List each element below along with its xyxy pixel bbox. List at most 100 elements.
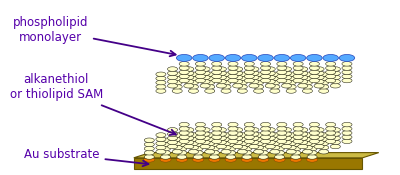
Circle shape xyxy=(200,67,210,71)
Circle shape xyxy=(270,89,280,93)
Circle shape xyxy=(249,136,259,140)
Circle shape xyxy=(172,89,182,93)
Circle shape xyxy=(160,150,171,155)
Circle shape xyxy=(168,79,178,84)
Circle shape xyxy=(233,132,243,136)
Circle shape xyxy=(314,128,324,132)
Circle shape xyxy=(193,54,208,61)
Circle shape xyxy=(342,131,352,135)
Circle shape xyxy=(314,140,324,145)
Circle shape xyxy=(282,144,292,149)
Circle shape xyxy=(258,157,269,162)
Circle shape xyxy=(196,139,206,143)
Circle shape xyxy=(156,137,166,141)
Circle shape xyxy=(200,132,210,136)
Circle shape xyxy=(265,132,275,136)
Circle shape xyxy=(260,135,271,139)
Circle shape xyxy=(254,76,264,81)
Circle shape xyxy=(200,140,210,145)
Circle shape xyxy=(212,122,222,127)
Circle shape xyxy=(319,85,329,89)
Circle shape xyxy=(265,128,275,132)
Circle shape xyxy=(160,146,171,151)
Circle shape xyxy=(172,85,182,89)
Circle shape xyxy=(226,142,236,147)
Circle shape xyxy=(193,155,203,159)
Circle shape xyxy=(302,80,312,85)
Circle shape xyxy=(237,89,247,93)
Circle shape xyxy=(274,157,285,162)
Circle shape xyxy=(172,149,182,154)
Circle shape xyxy=(244,66,254,70)
Circle shape xyxy=(277,127,287,131)
Circle shape xyxy=(184,83,194,88)
Circle shape xyxy=(184,136,194,140)
Circle shape xyxy=(309,135,320,139)
Circle shape xyxy=(205,72,215,76)
Circle shape xyxy=(277,131,287,135)
Circle shape xyxy=(291,142,301,147)
Circle shape xyxy=(209,54,224,61)
Circle shape xyxy=(237,149,247,154)
Circle shape xyxy=(330,132,340,136)
Circle shape xyxy=(302,137,312,141)
Circle shape xyxy=(291,146,301,151)
Circle shape xyxy=(221,141,231,146)
Circle shape xyxy=(298,71,308,75)
Circle shape xyxy=(176,54,192,61)
Circle shape xyxy=(254,89,264,93)
Circle shape xyxy=(298,136,308,140)
Circle shape xyxy=(237,80,247,85)
Circle shape xyxy=(326,78,336,83)
Circle shape xyxy=(282,67,292,71)
Circle shape xyxy=(242,157,252,162)
Circle shape xyxy=(244,131,254,135)
Circle shape xyxy=(212,127,222,131)
Circle shape xyxy=(330,67,340,71)
Circle shape xyxy=(168,132,178,136)
Circle shape xyxy=(209,138,220,142)
Circle shape xyxy=(291,150,301,155)
Polygon shape xyxy=(134,158,362,169)
Circle shape xyxy=(282,83,292,88)
Circle shape xyxy=(221,137,231,141)
Circle shape xyxy=(233,67,243,71)
Circle shape xyxy=(342,70,352,74)
Text: phospholipid
monolayer: phospholipid monolayer xyxy=(13,16,176,56)
Circle shape xyxy=(260,78,271,83)
Circle shape xyxy=(286,149,296,154)
Circle shape xyxy=(244,122,254,127)
Circle shape xyxy=(260,139,271,143)
Circle shape xyxy=(270,141,280,146)
Circle shape xyxy=(286,141,296,146)
Circle shape xyxy=(326,70,336,74)
Circle shape xyxy=(172,80,182,85)
Circle shape xyxy=(330,83,340,88)
Circle shape xyxy=(156,149,166,154)
Circle shape xyxy=(260,131,271,135)
Circle shape xyxy=(302,76,312,81)
Circle shape xyxy=(265,83,275,88)
Circle shape xyxy=(184,140,194,145)
Circle shape xyxy=(237,133,247,137)
Circle shape xyxy=(212,74,222,79)
Circle shape xyxy=(249,128,259,132)
Circle shape xyxy=(319,141,329,146)
Circle shape xyxy=(200,136,210,140)
Circle shape xyxy=(193,146,203,151)
Circle shape xyxy=(298,79,308,84)
Circle shape xyxy=(306,157,318,162)
Circle shape xyxy=(244,62,254,66)
Circle shape xyxy=(226,155,236,159)
Circle shape xyxy=(309,78,320,83)
Circle shape xyxy=(249,132,259,136)
Circle shape xyxy=(258,150,268,155)
Circle shape xyxy=(274,54,290,61)
Circle shape xyxy=(270,149,280,154)
Circle shape xyxy=(319,145,329,150)
Circle shape xyxy=(286,89,296,93)
Polygon shape xyxy=(134,153,379,158)
Circle shape xyxy=(188,72,198,76)
Circle shape xyxy=(277,135,287,139)
Circle shape xyxy=(286,133,296,137)
